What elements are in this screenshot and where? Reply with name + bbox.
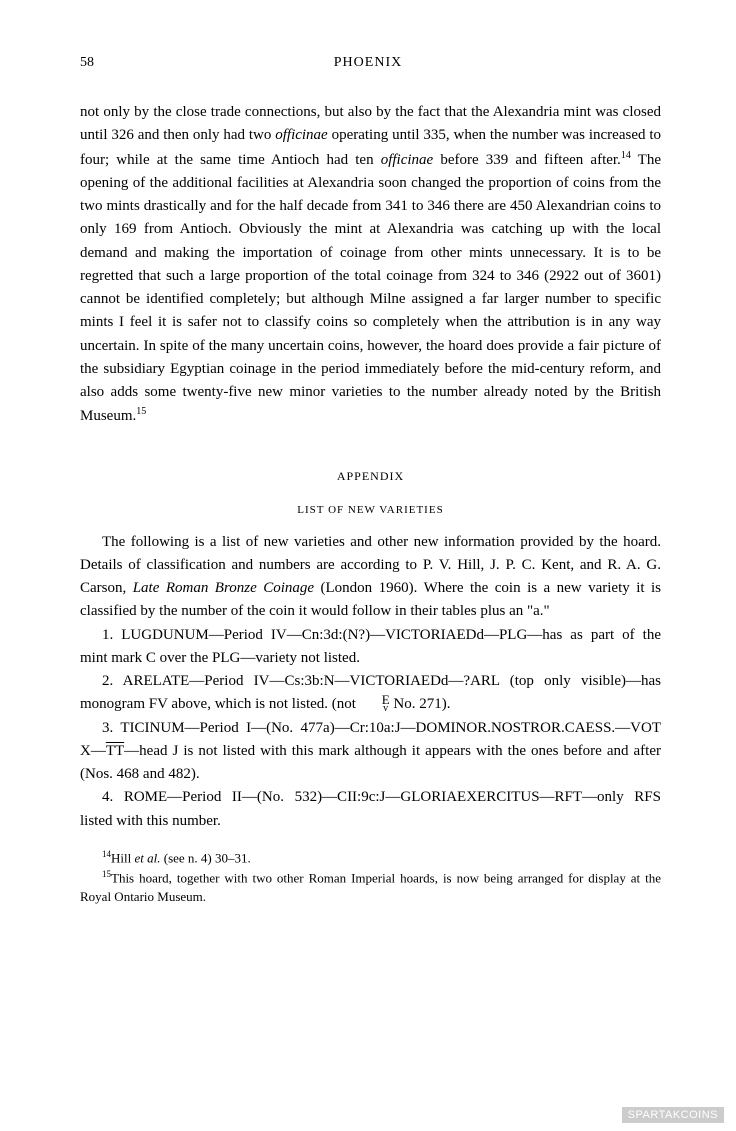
variety-text: No. 271). xyxy=(390,696,451,712)
overline-text: TT xyxy=(106,743,124,759)
stacked-symbol: Ev xyxy=(360,694,390,714)
footnotes: 14Hill et al. (see n. 4) 30–31. 15This h… xyxy=(80,848,661,907)
footnote-text: Hill xyxy=(111,850,134,865)
intro-italic: Late Roman Bronze Coinage xyxy=(133,580,314,596)
footnote-ref: 15 xyxy=(136,406,146,417)
variety-text: 4. ROME—Period II—(No. 532)—CII:9c:J—GLO… xyxy=(80,789,661,828)
body-paragraph: not only by the close trade connections,… xyxy=(80,101,661,429)
list-header: LIST OF NEW VARIETIES xyxy=(80,504,661,516)
body-text-part: The opening of the additional facilities… xyxy=(80,152,661,425)
variety-item-4: 4. ROME—Period II—(No. 532)—CII:9c:J—GLO… xyxy=(80,786,661,833)
body-text-part: before 339 and fifteen after. xyxy=(433,152,621,168)
stacked-bottom: v xyxy=(360,705,390,714)
footnote-14: 14Hill et al. (see n. 4) 30–31. xyxy=(80,848,661,868)
footnote-ref: 14 xyxy=(621,150,631,161)
page-header: 58 PHOENIX xyxy=(80,55,661,71)
appendix-intro: The following is a list of new varieties… xyxy=(80,531,661,624)
footnote-number: 15 xyxy=(102,869,111,879)
body-italic: officinae xyxy=(381,152,434,168)
variety-text: —head J is not listed with this mark alt… xyxy=(80,743,661,782)
journal-title: PHOENIX xyxy=(334,55,402,71)
variety-item-3: 3. TICINUM—Period I—(No. 477a)—Cr:10a:J—… xyxy=(80,717,661,787)
footnote-italic: et al. xyxy=(134,850,160,865)
footnote-text: (see n. 4) 30–31. xyxy=(160,850,250,865)
footnote-15: 15This hoard, together with two other Ro… xyxy=(80,868,661,907)
page-number: 58 xyxy=(80,55,94,71)
body-italic: officinae xyxy=(275,127,328,143)
variety-text: 1. LUGDUNUM—Period IV—Cn:3d:(N?)—VICTORI… xyxy=(80,627,661,666)
variety-item-2: 2. ARELATE—Period IV—Cs:3b:N—VICTORIAEDd… xyxy=(80,670,661,717)
appendix-header: APPENDIX xyxy=(80,469,661,484)
footnote-text: This hoard, together with two other Roma… xyxy=(80,870,661,904)
footnote-number: 14 xyxy=(102,849,111,859)
variety-item-1: 1. LUGDUNUM—Period IV—Cn:3d:(N?)—VICTORI… xyxy=(80,624,661,671)
watermark: SPARTAKCOINS xyxy=(622,1107,724,1123)
